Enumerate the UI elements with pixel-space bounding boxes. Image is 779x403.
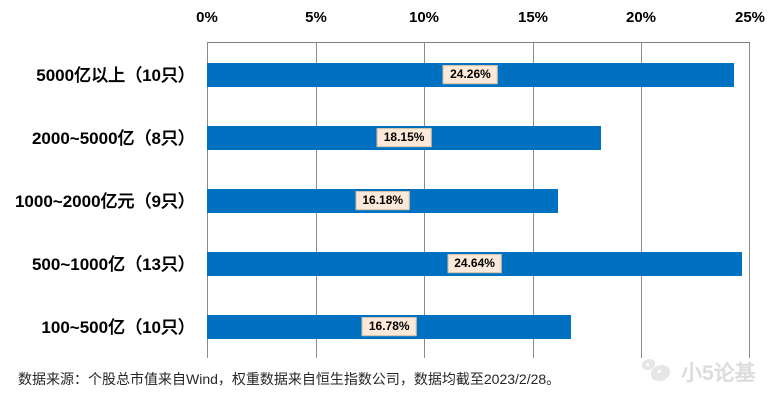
bar-value-label: 24.64% bbox=[447, 253, 502, 274]
category-label: 2000~5000亿（8只） bbox=[31, 129, 195, 148]
watermark: 小5论基 bbox=[642, 352, 777, 392]
watermark-mascot-icon bbox=[642, 357, 676, 387]
bar-value-label: 24.26% bbox=[443, 64, 498, 85]
bar-value-label: 16.18% bbox=[355, 190, 411, 211]
bar-5: 16.78% bbox=[207, 314, 572, 339]
chat-bubble-icon bbox=[651, 365, 672, 383]
x-axis-tick-label: 10% bbox=[408, 9, 440, 26]
category-label: 5000亿以上（10只） bbox=[36, 66, 195, 85]
category-label: 100~500亿（10只） bbox=[41, 318, 195, 337]
bar-value-label: 18.15% bbox=[376, 127, 432, 148]
mascot-eye-dot bbox=[646, 363, 649, 366]
x-axis-tick-label: 0% bbox=[196, 9, 218, 26]
bar-3: 16.18% bbox=[207, 188, 559, 213]
category-label: 500~1000亿（13只） bbox=[31, 255, 195, 274]
x-axis-tick-label: 15% bbox=[517, 9, 549, 26]
x-gridline bbox=[749, 43, 750, 358]
x-axis-tick-label: 25% bbox=[734, 9, 766, 26]
bar-2: 18.15% bbox=[207, 125, 602, 150]
y-axis-category-labels: 5000亿以上（10只） 2000~5000亿（8只） 1000~2000亿元（9只… bbox=[0, 42, 207, 357]
x-axis: 0% 5% 10% 15% 20% 25% bbox=[0, 0, 779, 40]
category-label: 1000~2000亿元（9只） bbox=[14, 192, 195, 211]
bar-4: 24.64% bbox=[207, 251, 743, 276]
x-gridline bbox=[641, 43, 642, 358]
bar-1: 24.26% bbox=[207, 62, 734, 87]
plot-area: 24.26% 18.15% 16.18% 24.64% 16.78% bbox=[207, 42, 750, 358]
bar-value-label: 16.78% bbox=[361, 316, 417, 337]
data-source-note: 数据来源：个股总市值来自Wind，权重数据来自恒生指数公司，数据均截至2023/… bbox=[18, 371, 561, 387]
mascot-eye-dot bbox=[658, 370, 661, 373]
x-axis-tick-label: 5% bbox=[305, 9, 327, 26]
watermark-text: 小5论基 bbox=[681, 362, 756, 385]
x-axis-tick-label: 20% bbox=[625, 9, 657, 26]
